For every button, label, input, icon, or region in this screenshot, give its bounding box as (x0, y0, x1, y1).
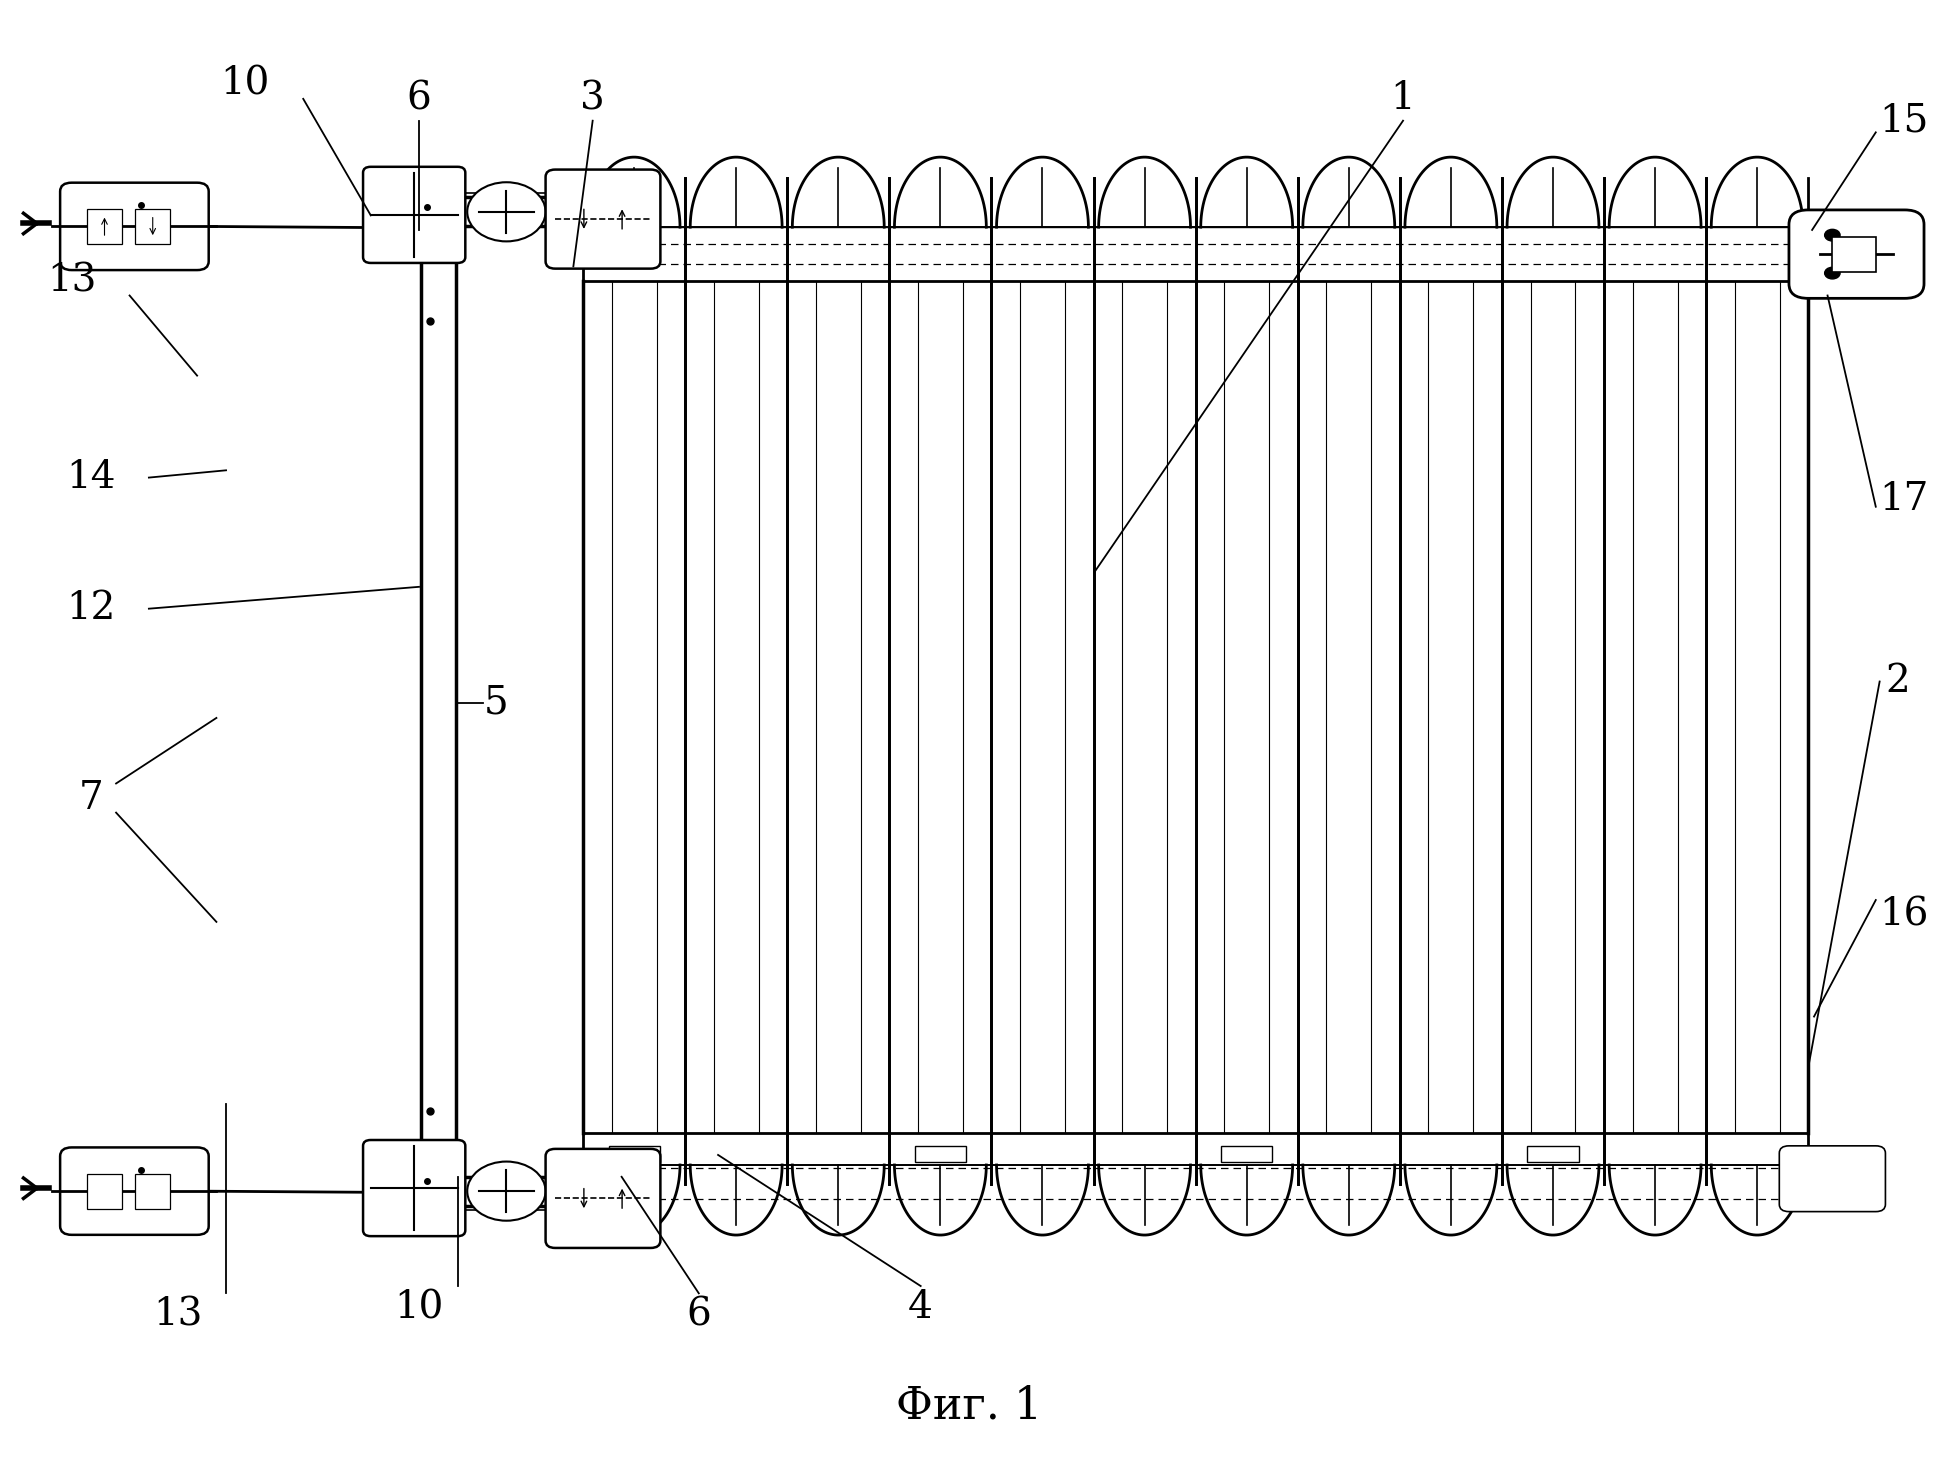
Circle shape (467, 1162, 547, 1220)
Text: 6: 6 (687, 1297, 712, 1333)
Text: 6: 6 (407, 81, 432, 117)
Bar (88, 1173, 123, 1209)
Text: 16: 16 (1879, 897, 1929, 933)
Text: 13: 13 (154, 1297, 202, 1333)
Circle shape (1824, 230, 1840, 240)
Bar (1832, 237, 1875, 271)
FancyBboxPatch shape (547, 1149, 661, 1248)
FancyBboxPatch shape (364, 1140, 465, 1236)
Circle shape (1824, 267, 1840, 278)
Text: 2: 2 (1885, 664, 1910, 700)
Text: 13: 13 (47, 262, 97, 299)
Text: Фиг. 1: Фиг. 1 (897, 1384, 1043, 1427)
Bar (1221, 1146, 1272, 1162)
FancyBboxPatch shape (1789, 209, 1924, 299)
Text: 3: 3 (580, 81, 605, 117)
Text: 17: 17 (1879, 481, 1929, 519)
Text: 14: 14 (66, 459, 117, 497)
Bar (1527, 1146, 1579, 1162)
Bar (609, 1146, 659, 1162)
Circle shape (467, 182, 547, 242)
FancyBboxPatch shape (364, 167, 465, 262)
FancyBboxPatch shape (1780, 1146, 1885, 1212)
Text: 10: 10 (220, 66, 270, 103)
Text: 15: 15 (1879, 103, 1929, 139)
Bar (914, 1146, 967, 1162)
Text: 4: 4 (908, 1289, 934, 1326)
Bar (88, 209, 123, 243)
Text: 7: 7 (78, 779, 103, 816)
FancyBboxPatch shape (60, 183, 208, 270)
Bar (136, 1173, 169, 1209)
Bar (136, 209, 169, 243)
Text: 10: 10 (395, 1289, 443, 1326)
Text: 12: 12 (66, 590, 115, 627)
Text: 5: 5 (484, 684, 508, 722)
FancyBboxPatch shape (547, 170, 661, 268)
Text: 1: 1 (1391, 81, 1416, 117)
FancyBboxPatch shape (60, 1147, 208, 1235)
